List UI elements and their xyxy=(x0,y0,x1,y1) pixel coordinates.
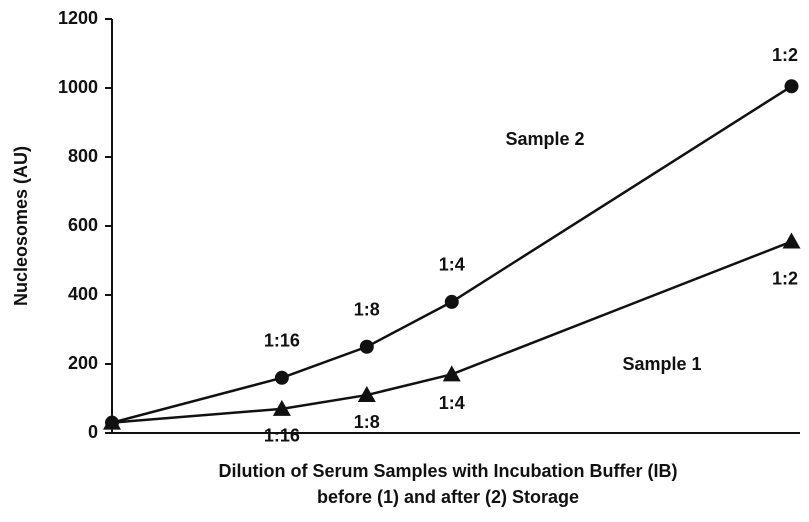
y-tick-label: 800 xyxy=(68,146,98,166)
x-axis-label: before (1) and after (2) Storage xyxy=(317,487,579,507)
point xyxy=(444,294,459,309)
point xyxy=(103,413,121,430)
point xyxy=(272,399,291,416)
x-axis-label: Dilution of Serum Samples with Incubatio… xyxy=(218,461,677,481)
point xyxy=(782,232,801,249)
point-label: 1:4 xyxy=(439,255,465,275)
point-label: 1:8 xyxy=(354,412,380,432)
point xyxy=(784,79,799,94)
series-label: Sample 2 xyxy=(505,129,584,149)
point xyxy=(359,339,374,354)
y-tick-label: 200 xyxy=(68,353,98,373)
point xyxy=(442,365,461,382)
point-label: 1:2 xyxy=(772,45,798,65)
point-label: 1:2 xyxy=(772,268,798,288)
point-label: 1:16 xyxy=(264,331,300,351)
point xyxy=(357,386,376,403)
y-tick-label: 0 xyxy=(88,422,98,442)
y-tick-label: 600 xyxy=(68,215,98,235)
point-label: 1:4 xyxy=(439,393,465,413)
point xyxy=(274,370,289,385)
y-tick-label: 1200 xyxy=(58,8,98,28)
point-label: 1:8 xyxy=(354,300,380,320)
point-label: 1:16 xyxy=(264,426,300,446)
series-label: Sample 1 xyxy=(622,354,701,374)
y-tick-label: 400 xyxy=(68,284,98,304)
y-axis-label: Nucleosomes (AU) xyxy=(11,146,31,306)
y-tick-label: 1000 xyxy=(58,77,98,97)
